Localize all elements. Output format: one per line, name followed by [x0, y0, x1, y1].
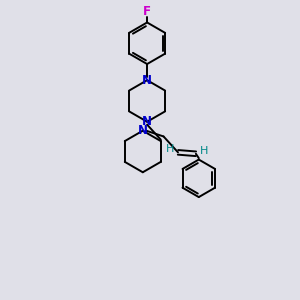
- Text: N: N: [142, 115, 152, 128]
- Text: H: H: [200, 146, 208, 156]
- Text: H: H: [166, 145, 174, 154]
- Text: F: F: [143, 4, 151, 18]
- Text: N: N: [138, 124, 148, 137]
- Text: N: N: [142, 74, 152, 87]
